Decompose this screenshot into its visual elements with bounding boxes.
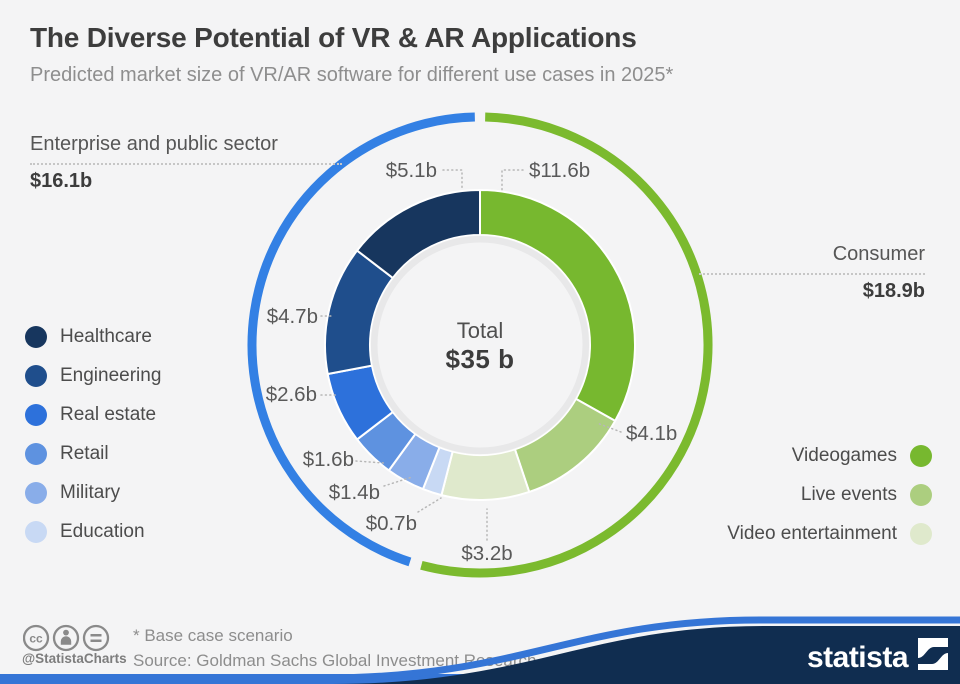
- slice-healthcare: [356, 189, 481, 279]
- enterprise-name: Enterprise and public sector: [30, 132, 342, 165]
- legend-item-education: Education: [25, 512, 161, 551]
- legend-swatch: [910, 522, 932, 545]
- legend-label: Retail: [60, 442, 109, 464]
- legend-swatch: [910, 444, 932, 467]
- value-label-engineering: $4.7b: [267, 305, 318, 328]
- legend-label: Engineering: [60, 364, 162, 386]
- legend-consumer: Videogames Live events Video entertainment: [727, 436, 932, 553]
- legend-swatch: [910, 483, 932, 506]
- enterprise-value: $16.1b: [30, 170, 93, 192]
- inner-hole-shadow: [370, 235, 590, 455]
- legend-label: Healthcare: [60, 325, 152, 347]
- total-label: Total: [456, 318, 504, 343]
- group-label-enterprise: Enterprise and public sector $16.1b: [30, 132, 342, 194]
- legend-item-healthcare: Healthcare: [25, 317, 161, 356]
- value-label-video-entertainment: $3.2b: [461, 542, 512, 565]
- value-label-live-events: $4.1b: [626, 422, 677, 445]
- value-label-healthcare: $5.1b: [386, 159, 437, 182]
- consumer-name: Consumer: [699, 242, 925, 275]
- legend-label: Videogames: [791, 444, 897, 466]
- value-label-education: $0.7b: [366, 512, 417, 535]
- value-label-videogames: $11.6b: [529, 159, 590, 182]
- enterprise-outer-arc: [247, 112, 475, 567]
- svg-text:cc: cc: [29, 631, 43, 645]
- legend-swatch: [25, 520, 47, 543]
- legend-label: Live events: [800, 483, 897, 505]
- value-label-retail: $1.6b: [303, 448, 354, 471]
- statista-brand-wave: statista: [0, 616, 960, 684]
- page-subtitle: Predicted market size of VR/AR software …: [30, 64, 674, 86]
- legend-label: Video entertainment: [727, 522, 897, 544]
- legend-swatch: [25, 403, 47, 426]
- total-value: $35 b: [445, 344, 515, 375]
- consumer-value: $18.9b: [862, 280, 925, 302]
- leader-line-education: [417, 497, 442, 513]
- attribution-icon: [52, 624, 80, 652]
- page-title: The Diverse Potential of VR & AR Applica…: [30, 22, 637, 53]
- source-credit: Source: Goldman Sachs Global Investment …: [133, 651, 537, 670]
- legend-item-retail: Retail: [25, 434, 161, 473]
- legend-item-video-entertainment: Video entertainment: [727, 514, 932, 553]
- statista-logo-icon: [918, 638, 948, 670]
- legend-label: Real estate: [60, 403, 157, 425]
- leader-line-live-events: [596, 422, 622, 433]
- legend-label: Military: [60, 481, 121, 503]
- legend-item-military: Military: [25, 473, 161, 512]
- group-label-consumer: Consumer $18.9b: [699, 242, 925, 304]
- legend-enterprise: Healthcare Engineering Real estate Retail Mi…: [25, 317, 161, 551]
- legend-item-real-estate: Real estate: [25, 395, 161, 434]
- slice-videogames: [479, 189, 636, 422]
- legend-item-live-events: Live events: [727, 475, 932, 514]
- legend-swatch: [25, 325, 47, 348]
- leader-line-videogames: [501, 169, 524, 191]
- value-label-real-estate: $2.6b: [266, 383, 317, 406]
- cc-icon: cc: [23, 624, 50, 652]
- legend-swatch: [25, 481, 47, 504]
- cc-license-icons: cc: [23, 624, 110, 652]
- no-derivatives-icon: [82, 624, 110, 652]
- statista-charts-handle: @StatistaCharts: [22, 651, 127, 666]
- legend-item-videogames: Videogames: [727, 436, 932, 475]
- legend-item-engineering: Engineering: [25, 356, 161, 395]
- leader-line-military: [383, 476, 413, 487]
- legend-label: Education: [60, 520, 145, 542]
- legend-swatch: [25, 442, 47, 465]
- leader-line-retail: [355, 460, 385, 464]
- consumer-outer-arc: [420, 112, 713, 578]
- value-label-military: $1.4b: [329, 481, 380, 504]
- wave-navy-shape: [332, 626, 960, 684]
- legend-swatch: [25, 364, 47, 387]
- slice-video-entertainment: [440, 448, 531, 501]
- chart-center-total: Total $35 b: [380, 318, 580, 376]
- leader-line-healthcare: [442, 169, 463, 191]
- statista-logo-text: statista: [807, 641, 909, 674]
- wave-accent-stripe: [324, 616, 960, 682]
- footnote: * Base case scenario: [133, 626, 293, 645]
